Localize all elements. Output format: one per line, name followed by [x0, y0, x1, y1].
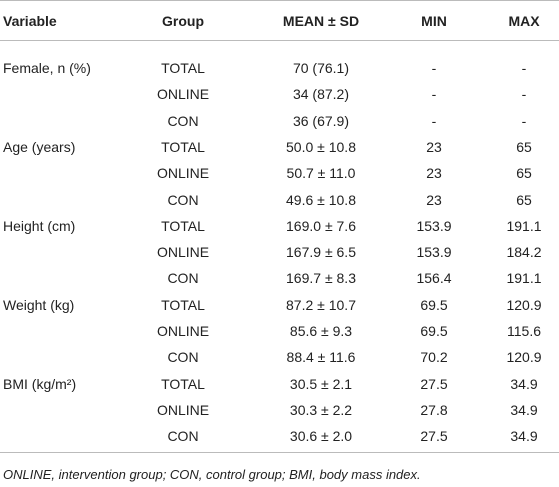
group-cell: ONLINE [156, 401, 210, 418]
min-cell: 27.5 [420, 375, 448, 392]
min-cell: 153.9 [416, 244, 452, 261]
group-cell: CON [167, 191, 199, 208]
max-cell: 65 [516, 165, 532, 182]
max-cell: 120.9 [506, 349, 542, 366]
group-cell: ONLINE [156, 323, 210, 339]
max-cell: 65 [516, 191, 532, 208]
group-cell: CON [167, 428, 199, 445]
mean-sd-cell: 34 (87.2) [292, 86, 350, 103]
variable-name: Weight (kg) [3, 296, 75, 313]
mean-sd-cell: 88.4 ± 11.6 [286, 349, 356, 366]
min-cell: 23 [426, 138, 442, 155]
group-cell: ONLINE [156, 244, 210, 261]
variable-name: BMI (kg/m²) [3, 375, 77, 392]
min-cell: - [431, 60, 437, 76]
group-cell: TOTAL [161, 217, 205, 234]
max-cell: 191.1 [506, 270, 542, 287]
max-cell: 120.9 [506, 296, 542, 313]
mean-sd-cell: 50.0 ± 10.8 [286, 138, 356, 155]
top-rule [0, 0, 559, 1]
variable-name: Female, n (%) [3, 60, 91, 76]
mean-sd-cell: 87.2 ± 10.7 [286, 296, 356, 313]
header-mean-sd: MEAN ± SD [282, 13, 360, 29]
group-cell: ONLINE [156, 86, 210, 103]
mean-sd-cell: 169.0 ± 7.6 [286, 217, 356, 234]
group-cell: TOTAL [161, 375, 205, 392]
group-cell: CON [167, 349, 199, 366]
header-min: MIN [421, 13, 447, 29]
variable-name: Height (cm) [3, 217, 76, 234]
header-group: Group [162, 13, 204, 29]
max-cell: 34.9 [510, 401, 538, 418]
bottom-rule [0, 452, 559, 453]
mean-sd-cell: 50.7 ± 11.0 [286, 165, 356, 182]
min-cell: 23 [426, 191, 442, 208]
max-cell: - [521, 112, 527, 129]
max-cell: 184.2 [506, 244, 542, 261]
mean-sd-cell: 30.6 ± 2.0 [289, 428, 353, 445]
variable-name: Age (years) [3, 138, 76, 155]
min-cell: - [431, 112, 437, 129]
mean-sd-cell: 49.6 ± 10.8 [286, 191, 356, 208]
group-cell: TOTAL [161, 138, 205, 155]
min-cell: 27.8 [420, 401, 448, 418]
header-max: MAX [508, 13, 540, 29]
header-variable: Variable [3, 13, 57, 29]
min-cell: 69.5 [420, 296, 448, 313]
min-cell: 70.2 [420, 349, 448, 366]
group-cell: TOTAL [161, 60, 205, 76]
group-cell: CON [167, 112, 199, 129]
mean-sd-cell: 70 (76.1) [292, 60, 350, 76]
max-cell: 34.9 [510, 428, 538, 445]
group-cell: ONLINE [156, 165, 210, 182]
min-cell: - [431, 86, 437, 103]
mean-sd-cell: 30.3 ± 2.2 [289, 401, 353, 418]
max-cell: 65 [516, 138, 532, 155]
mean-sd-cell: 169.7 ± 8.3 [286, 270, 356, 287]
min-cell: 156.4 [416, 270, 452, 287]
mean-sd-cell: 30.5 ± 2.1 [289, 375, 353, 392]
max-cell: 34.9 [510, 375, 538, 392]
group-cell: CON [167, 270, 199, 287]
max-cell: 191.1 [506, 217, 542, 234]
max-cell: 115.6 [507, 323, 541, 339]
min-cell: 27.5 [420, 428, 448, 445]
mean-sd-cell: 36 (67.9) [292, 112, 350, 129]
mean-sd-cell: 85.6 ± 9.3 [289, 323, 353, 339]
min-cell: 23 [426, 165, 442, 182]
min-cell: 153.9 [416, 217, 452, 234]
mean-sd-cell: 167.9 ± 6.5 [286, 244, 356, 261]
max-cell: - [521, 60, 527, 76]
max-cell: - [521, 86, 527, 103]
header-rule [0, 40, 559, 41]
group-cell: TOTAL [161, 296, 205, 313]
min-cell: 69.5 [420, 323, 448, 339]
footnote: ONLINE, intervention group; CON, control… [3, 467, 421, 482]
